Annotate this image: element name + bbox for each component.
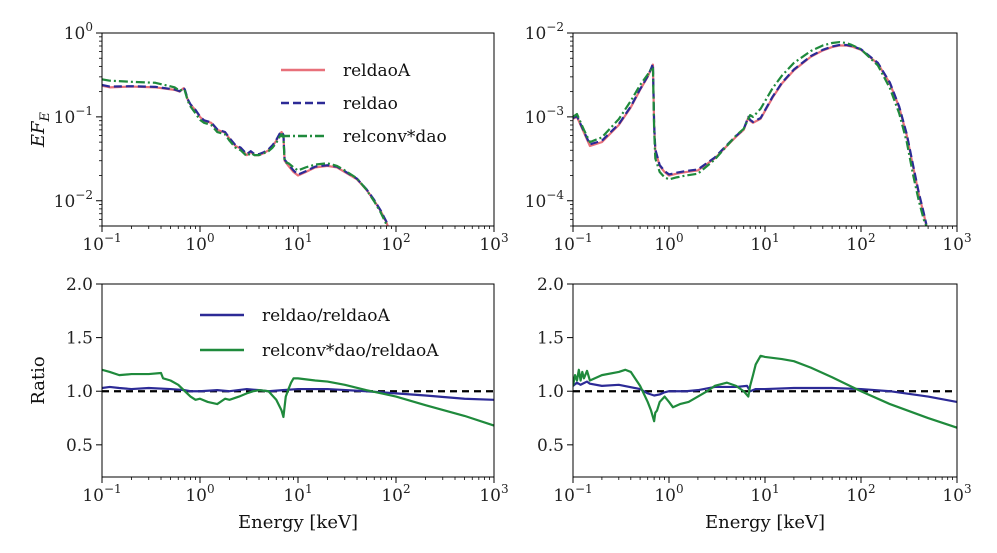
axes-frame <box>572 32 958 227</box>
panel-top-right: 10−1 100 101 102 103 10−2 10−3 10−4 <box>525 20 972 255</box>
series-reldao <box>573 43 928 225</box>
x-tick-label: 103 <box>942 231 971 255</box>
axes-frame <box>572 283 958 478</box>
x-tick-label: 102 <box>846 482 875 506</box>
legend-label-reldaoA: reldaoA <box>343 61 411 81</box>
legend: reldao/reldaoA relconv*dao/reldaoA <box>200 306 439 361</box>
x-tick-label: 100 <box>654 482 683 506</box>
x-tick-label: 103 <box>942 482 971 506</box>
x-tick-label: 100 <box>185 231 214 255</box>
x-tick-label: 100 <box>185 482 214 506</box>
series-reldao-reldaoa <box>573 380 957 404</box>
x-tick-label: 10−1 <box>82 231 121 255</box>
panel-top-left: 10−1 100 101 102 10310010−110−2EFEreldaoArel… <box>28 20 509 255</box>
series-relconv-dao <box>573 40 928 226</box>
y-tick-label: 100 <box>64 20 93 44</box>
legend-label-reldao: reldao/reldaoA <box>262 306 390 326</box>
y-tick-label: 10−2 <box>54 188 93 212</box>
panel-bottom-right: 10−1 100 101 102 103 2.0 1.5 1.0 0.5 Energy [keV] <box>537 275 972 533</box>
y-tick-label: 10−1 <box>54 104 93 128</box>
y-tick-label: 10−4 <box>525 188 565 212</box>
x-tick-label: 101 <box>750 482 779 506</box>
x-tick-label: 103 <box>479 231 508 255</box>
x-axis-label: Energy [keV] <box>238 512 358 533</box>
y-tick-label: 1.0 <box>537 382 564 402</box>
x-tick-label: 103 <box>479 482 508 506</box>
panel-bottom-left: 10−1 100 101 102 103 2.0 1.5 1.0 0.5 Energy [keV]… <box>28 275 509 533</box>
y-tick-label: 10−2 <box>525 20 564 44</box>
series-relconv-dao-reldaoa <box>102 368 494 427</box>
y-tick-label: 1.5 <box>537 329 564 349</box>
x-tick-label: 10−1 <box>82 482 121 506</box>
x-tick-label: 10−1 <box>553 231 592 255</box>
x-tick-label: 101 <box>750 231 779 255</box>
legend: reldaoA reldao relconv*dao <box>281 61 447 147</box>
x-tick-label: 102 <box>381 231 410 255</box>
x-tick-label: 102 <box>381 482 410 506</box>
x-tick-label: 102 <box>846 231 875 255</box>
x-tick-label: 10−1 <box>553 482 592 506</box>
y-tick-label: 0.5 <box>66 436 93 456</box>
series-reldaoa <box>573 44 928 226</box>
series-relconv-dao-reldaoa <box>573 354 957 429</box>
y-axis-label: EFE <box>28 111 53 148</box>
series-reldao-reldaoa <box>102 385 494 401</box>
y-tick-label: 2.0 <box>537 275 564 295</box>
x-tick-label: 100 <box>654 231 683 255</box>
y-tick-label: 2.0 <box>66 275 93 295</box>
y-tick-label: 1.5 <box>66 329 93 349</box>
x-tick-label: 101 <box>283 482 312 506</box>
legend-label-relconv_dao: relconv*dao/reldaoA <box>262 341 439 361</box>
series-relconv-dao <box>102 78 389 226</box>
y-axis-label: Ratio <box>28 356 49 405</box>
x-axis-label: Energy [keV] <box>705 512 825 533</box>
y-tick-label: 0.5 <box>537 436 564 456</box>
x-tick-label: 101 <box>283 231 312 255</box>
y-tick-label: 1.0 <box>66 382 93 402</box>
y-tick-label: 10−3 <box>525 104 564 128</box>
legend-label-relconv_dao: relconv*dao <box>343 127 447 147</box>
legend-label-reldao: reldao <box>343 94 398 114</box>
